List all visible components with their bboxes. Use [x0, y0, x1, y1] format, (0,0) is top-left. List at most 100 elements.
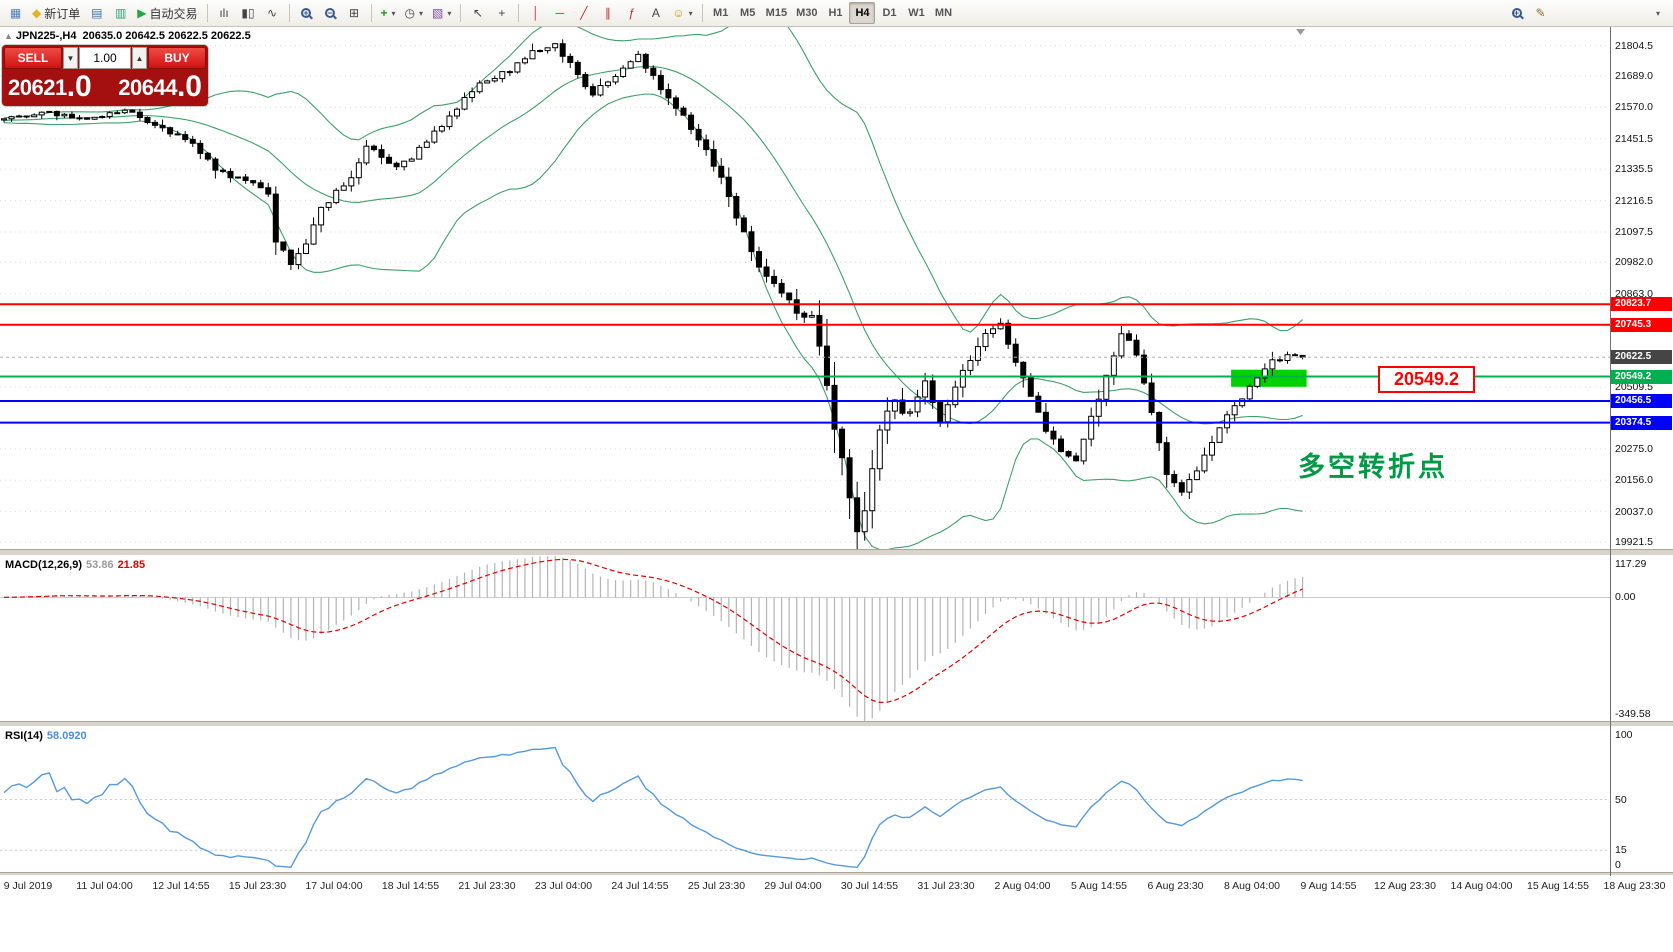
timeframe-m30-button[interactable]: M30	[792, 2, 821, 24]
timeframe-w1-button[interactable]: W1	[903, 2, 929, 24]
toolbar-overflow-button[interactable]: ▾	[1646, 2, 1669, 24]
timeframe-h1-button[interactable]: H1	[822, 2, 848, 24]
macd-main-value: 53.86	[86, 559, 114, 571]
template-icon: ▧	[432, 6, 444, 20]
volume-increase-button[interactable]: ▲	[132, 47, 147, 69]
chevron-down-icon: ▾	[447, 8, 452, 18]
time-axis-label: 6 Aug 23:30	[1147, 880, 1204, 892]
price-axis-label: 21097.5	[1615, 225, 1653, 238]
price-axis-label: 21689.0	[1615, 70, 1653, 83]
autotrading-button[interactable]: ▶ 自动交易	[133, 2, 201, 24]
one-click-trading-panel: SELL ▼ 1.00 ▲ BUY 20621.0 20644.0	[2, 45, 208, 106]
time-axis-label: 2 Aug 04:00	[994, 880, 1051, 892]
panel-separator[interactable]	[0, 872, 1673, 876]
collapse-icon[interactable]: ▲	[4, 31, 13, 41]
chart-symbol-info: ▲ JPN225-,H4 20635.0 20642.5 20622.5 20622…	[4, 30, 251, 42]
chevron-down-icon: ▾	[391, 8, 396, 18]
edit-button[interactable]: ✎	[1529, 2, 1552, 24]
clock-icon: ◷	[404, 6, 416, 20]
indicators-button[interactable]: + ▾	[377, 2, 400, 24]
price-axis[interactable]: 21804.5 21689.0 21570.0 21451.5 21335.5 21216…	[1610, 0, 1673, 952]
rsi-axis-label: 15	[1615, 844, 1627, 857]
timeframe-h4-button[interactable]: H4	[849, 2, 876, 24]
new-order-label: 新订单	[44, 6, 81, 21]
vertical-line-button[interactable]: │	[524, 2, 547, 24]
time-axis-label: 5 Aug 14:55	[1070, 880, 1128, 892]
time-axis-label: 29 Jul 04:00	[764, 880, 822, 892]
time-axis-label: 15 Aug 14:55	[1527, 880, 1589, 892]
volume-input[interactable]: 1.00	[79, 47, 131, 69]
data-window-icon: ▥	[115, 6, 127, 20]
time-axis-label: 15 Jul 23:30	[228, 880, 287, 892]
zoom-in-button[interactable]: +	[295, 2, 318, 24]
search-plus-button[interactable]: +	[1505, 2, 1528, 24]
symbol-name: JPN225-,H4	[15, 30, 77, 42]
tile-windows-button[interactable]: ⊞	[343, 2, 366, 24]
crosshair-button[interactable]: +	[490, 2, 513, 24]
toolbar-separator	[370, 4, 372, 22]
line-chart-button[interactable]: ∿	[261, 2, 284, 24]
data-window-button[interactable]: ▥	[109, 2, 132, 24]
market-watch-button[interactable]: ▤	[85, 2, 108, 24]
panel-separator[interactable]	[0, 721, 1673, 727]
timeframe-m15-button[interactable]: M15	[762, 2, 791, 24]
price-level-tag: 20374.5	[1611, 415, 1672, 430]
timeframe-d1-button[interactable]: D1	[876, 2, 902, 24]
time-axis-label: 14 Aug 04:00	[1450, 880, 1513, 892]
toolbar-separator	[206, 4, 208, 22]
rsi-name: RSI(14)	[5, 730, 43, 742]
macd-axis-label: -349.58	[1615, 708, 1651, 720]
price-level-tag: 20823.7	[1611, 297, 1672, 312]
bar-chart-icon: ılı	[219, 6, 229, 20]
price-level-tag: 20456.5	[1611, 393, 1672, 408]
periods-button[interactable]: ◷ ▾	[401, 2, 428, 24]
fibonacci-button[interactable]: ƒ	[620, 2, 643, 24]
time-axis-label: 9 Jul 2019	[3, 880, 53, 892]
buy-price-pips: .0	[176, 70, 202, 103]
new-chart-button[interactable]: ▦	[4, 2, 27, 24]
channel-button[interactable]: ∥	[596, 2, 619, 24]
zoom-out-button[interactable]: −	[319, 2, 342, 24]
time-axis-label: 12 Jul 14:55	[152, 880, 210, 892]
cursor-button[interactable]: ↖	[466, 2, 489, 24]
new-order-button[interactable]: ◆ 新订单	[28, 2, 84, 24]
panel-separator[interactable]	[0, 549, 1673, 556]
timeframe-m5-button[interactable]: M5	[735, 2, 761, 24]
time-axis-label: 31 Jul 23:30	[917, 880, 975, 892]
chart-canvas[interactable]	[0, 0, 1610, 952]
time-axis-label: 23 Jul 04:00	[534, 880, 593, 892]
fibonacci-icon: ƒ	[628, 6, 636, 20]
line-chart-icon: ∿	[266, 6, 278, 20]
candle-chart-button[interactable]: ▮▯	[237, 2, 260, 24]
timeframe-m1-button[interactable]: M1	[708, 2, 734, 24]
zoom-out-icon: −	[325, 8, 335, 18]
sell-price[interactable]: 20621.0	[8, 70, 92, 103]
bar-chart-button[interactable]: ılı	[213, 2, 236, 24]
buy-price[interactable]: 20644.0	[118, 70, 202, 103]
text-icon: A	[651, 6, 660, 20]
indicators-icon: +	[380, 6, 388, 20]
timeframe-mn-button[interactable]: MN	[930, 2, 956, 24]
volume-decrease-button[interactable]: ▼	[63, 47, 78, 69]
price-axis-label: 20275.0	[1615, 442, 1653, 455]
arrows-tool-button[interactable]: ☺ ▾	[668, 2, 696, 24]
pivot-annotation: 多空转折点	[1298, 452, 1448, 482]
buy-button[interactable]: BUY	[148, 47, 206, 69]
time-axis[interactable]: 9 Jul 2019 11 Jul 04:00 12 Jul 14:55 15 Jul…	[0, 876, 1673, 900]
time-axis-label: 9 Aug 14:55	[1300, 880, 1357, 892]
time-axis-label: 12 Aug 23:30	[1374, 880, 1436, 892]
chevron-down-icon: ▾	[419, 8, 424, 18]
diamond-icon: ◆	[32, 6, 42, 20]
price-axis-label: 20037.0	[1615, 505, 1653, 518]
trendline-button[interactable]: ╱	[572, 2, 595, 24]
rsi-label: RSI(14) 58.0920	[5, 730, 91, 742]
sell-price-pips: .0	[66, 70, 92, 103]
horizontal-line-button[interactable]: ─	[548, 2, 571, 24]
templates-button[interactable]: ▧ ▾	[428, 2, 455, 24]
zoom-in-icon: +	[301, 8, 311, 18]
time-axis-label: 24 Jul 14:55	[611, 880, 669, 892]
price-axis-label: 21216.5	[1615, 194, 1653, 207]
text-tool-button[interactable]: A	[644, 2, 667, 24]
sell-button[interactable]: SELL	[4, 47, 62, 69]
